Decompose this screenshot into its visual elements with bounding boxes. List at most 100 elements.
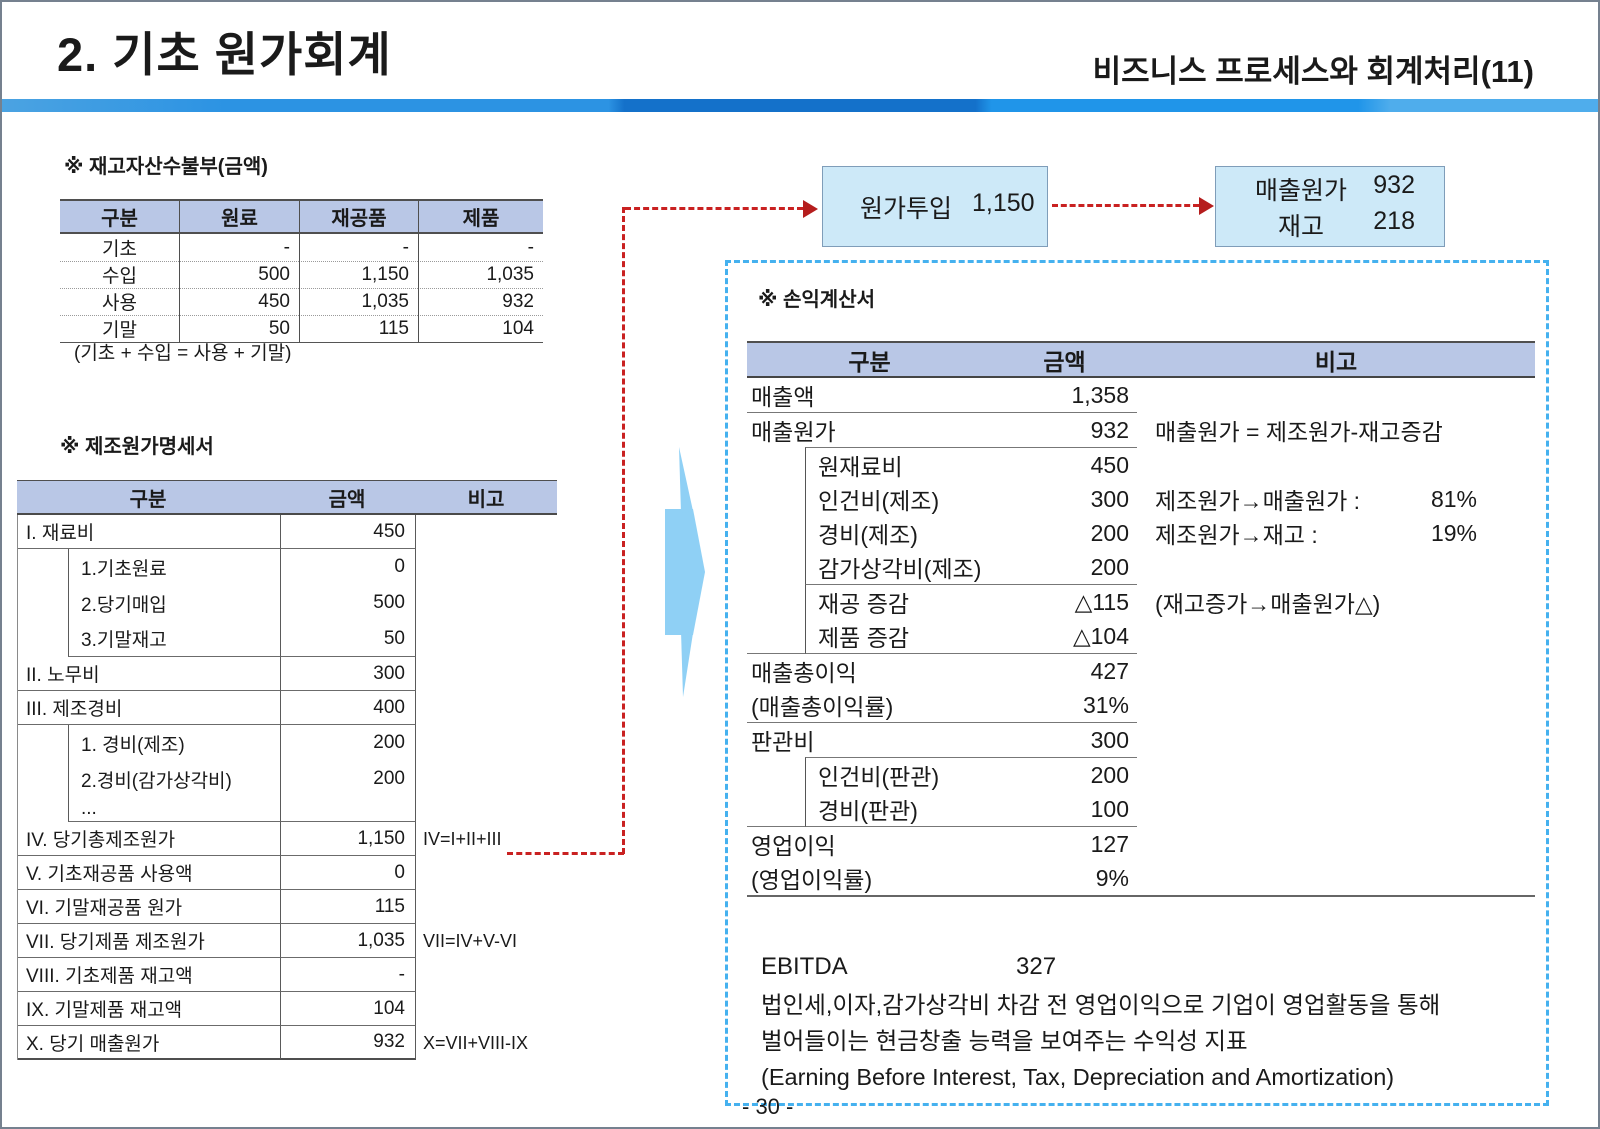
row-amount-cell: 500 xyxy=(280,585,416,621)
flow-box-row: 재고 218 xyxy=(1245,207,1415,243)
income-statement-header: 구분 금액 비고 xyxy=(747,341,1535,378)
row-label-cell: V. 기초재공품 사용액 xyxy=(18,856,280,890)
table-row: 사용 450 1,035 932 xyxy=(60,288,543,316)
manufacturing-cost-table: 구분 금액 비고 I. 재료비 450 1.기초원료 0 xyxy=(17,480,557,1060)
ebitda-desc-line: (Earning Before Interest, Tax, Depreciat… xyxy=(761,1064,1395,1090)
row-value-cell: 1,150 xyxy=(299,261,418,289)
row-value-cell: 500 xyxy=(179,261,299,289)
table-row: 1.기초원료 0 xyxy=(18,549,557,585)
connector-line xyxy=(1052,204,1199,207)
row-note-cell xyxy=(1137,654,1535,688)
row-amount-cell: 300 xyxy=(1090,726,1129,753)
table-row: V. 기초재공품 사용액 0 xyxy=(18,856,557,890)
table-row: 감가상각비(제조) 200 xyxy=(747,550,1535,585)
row-note-cell: X=VII+VIII-IX xyxy=(423,1032,529,1053)
row-label-cell: 1. 경비(제조) xyxy=(68,725,280,761)
ebitda-desc-line: 벌어들이는 현금창출 능력을 보여주는 수익성 지표 xyxy=(761,1028,1248,1054)
title-accent-bar xyxy=(2,99,1598,112)
ebitda-label: EBITDA xyxy=(761,953,848,980)
row-amount-cell: 50 xyxy=(280,621,416,657)
row-amount-cell: 932 xyxy=(280,1026,416,1060)
row-amount-cell: 0 xyxy=(280,856,416,890)
row-value-cell: 50 xyxy=(179,315,299,343)
inventory-ledger-body: 기초 - - - 수입 500 1,150 1,035 사용 450 1,035 xyxy=(60,234,543,343)
flow-box-value: 932 xyxy=(1373,170,1415,199)
table-row: (매출총이익률) 31% xyxy=(747,688,1535,723)
row-note-text: (재고증가→매출원가△) xyxy=(1155,591,1381,617)
row-amount-cell: 200 xyxy=(992,550,1137,585)
table-row: II. 노무비 300 xyxy=(18,657,557,691)
row-amount-cell: 127 xyxy=(1090,830,1129,857)
row-label-cell: (영업이익률) xyxy=(751,867,873,893)
row-note-text: 매출원가 = 제조원가-재고증감 xyxy=(1155,419,1443,445)
row-label-cell: 매출총이익 xyxy=(751,660,857,686)
row-note-cell: (재고증가→매출원가△) xyxy=(1137,585,1535,619)
connector-line xyxy=(622,207,625,854)
table-row: 영업이익 127 xyxy=(747,827,1535,861)
row-amount-cell: 932 xyxy=(1090,416,1129,443)
ebitda-desc-line: 법인세,이자,감가상각비 차감 전 영업이익으로 기업이 영업활동을 통해 xyxy=(761,992,1441,1018)
income-statement-table: 구분 금액 비고 매출액 1,358 xyxy=(747,341,1535,897)
row-label-cell: 1.기초원료 xyxy=(68,549,280,585)
row-indent xyxy=(747,585,805,619)
row-note-cell xyxy=(1137,723,1535,757)
manufacturing-cost-body: I. 재료비 450 1.기초원료 0 2.당기매입 500 xyxy=(17,515,557,1060)
flow-arrow-icon xyxy=(665,447,705,697)
table-row: 기초 - - - xyxy=(60,234,543,262)
row-indent xyxy=(747,792,805,827)
row-note-cell xyxy=(1137,861,1535,895)
table-row: 재공 증감 △115 (재고증가→매출원가△) xyxy=(747,585,1535,619)
row-indent xyxy=(18,725,68,761)
table-row: 판관비 300 xyxy=(747,723,1535,757)
row-note-cell xyxy=(1137,550,1535,585)
row-label-cell: 원재료비 xyxy=(805,447,992,482)
row-label-cell: 매출액 xyxy=(747,378,992,413)
row-label-cell: 2.경비(감가상각비) xyxy=(68,761,280,797)
row-label-cell: III. 제조경비 xyxy=(18,691,280,725)
row-label-cell: 3.기말재고 xyxy=(68,621,280,657)
flow-box-rows: 매출원가 932 재고 218 xyxy=(1245,171,1415,243)
row-value-cell: 1,035 xyxy=(418,261,543,289)
row-label-cell: 매출원가 xyxy=(751,419,836,445)
row-label-cell: 인건비(제조) xyxy=(805,482,992,516)
page-title: 2. 기초 원가회계 xyxy=(57,28,392,81)
row-label-cell: 영업이익 xyxy=(751,833,836,859)
row-label-cell: 2.당기매입 xyxy=(68,585,280,621)
row-note-cell xyxy=(1137,827,1535,861)
row-indent xyxy=(18,797,68,822)
row-note-cell xyxy=(416,856,558,890)
inventory-ledger-note: (기초 + 수입 = 사용 + 기말) xyxy=(74,343,292,364)
column-header: 비고 xyxy=(467,488,505,511)
arrow-right-icon xyxy=(1199,197,1214,215)
row-note-cell xyxy=(1137,688,1535,723)
table-row: 인건비(판관) 200 xyxy=(747,757,1535,792)
table-row: VI. 기말재공품 원가 115 xyxy=(18,890,557,924)
column-header: 재공품 xyxy=(299,201,418,232)
row-note-cell xyxy=(1137,619,1535,654)
page-number: - 30 - xyxy=(742,1094,794,1119)
row-note-cell: 매출원가 = 제조원가-재고증감 xyxy=(1137,413,1535,447)
ebitda-value: 327 xyxy=(1016,953,1057,980)
row-note-cell xyxy=(416,797,558,822)
row-indent xyxy=(747,447,805,482)
table-row: 매출원가 932 매출원가 = 제조원가-재고증감 xyxy=(747,413,1535,447)
row-label-cell: 감가상각비(제조) xyxy=(805,550,992,585)
inventory-ledger-table: 구분 원료 재공품 제품 기초 - - - 수입 500 1,150 1,035 xyxy=(60,199,543,343)
flow-box-cost-input: 원가투입 1,150 xyxy=(822,166,1048,247)
column-header: 금액 xyxy=(1043,349,1086,375)
row-note-percent: 81% xyxy=(1430,485,1477,512)
table-row: (영업이익률) 9% xyxy=(747,861,1535,897)
flow-box-label: 재고 xyxy=(1277,212,1324,241)
flow-box-label: 원가투입 xyxy=(859,194,952,223)
row-amount-cell: 200 xyxy=(280,761,416,797)
column-header: 금액 xyxy=(328,488,366,511)
row-amount-cell: 100 xyxy=(992,792,1137,827)
table-row: VII. 당기제품 제조원가 1,035 VII=IV+V-VI xyxy=(18,924,557,958)
row-label-cell: X. 당기 매출원가 xyxy=(18,1026,280,1060)
row-note-percent: 19% xyxy=(1430,519,1477,546)
row-label-cell: I. 재료비 xyxy=(18,515,280,549)
flow-box-cogs-inventory: 매출원가 932 재고 218 xyxy=(1215,166,1445,247)
row-label-cell: (매출총이익률) xyxy=(747,688,992,723)
table-row: IX. 기말제품 재고액 104 xyxy=(18,992,557,1026)
table-row: 수입 500 1,150 1,035 xyxy=(60,261,543,289)
